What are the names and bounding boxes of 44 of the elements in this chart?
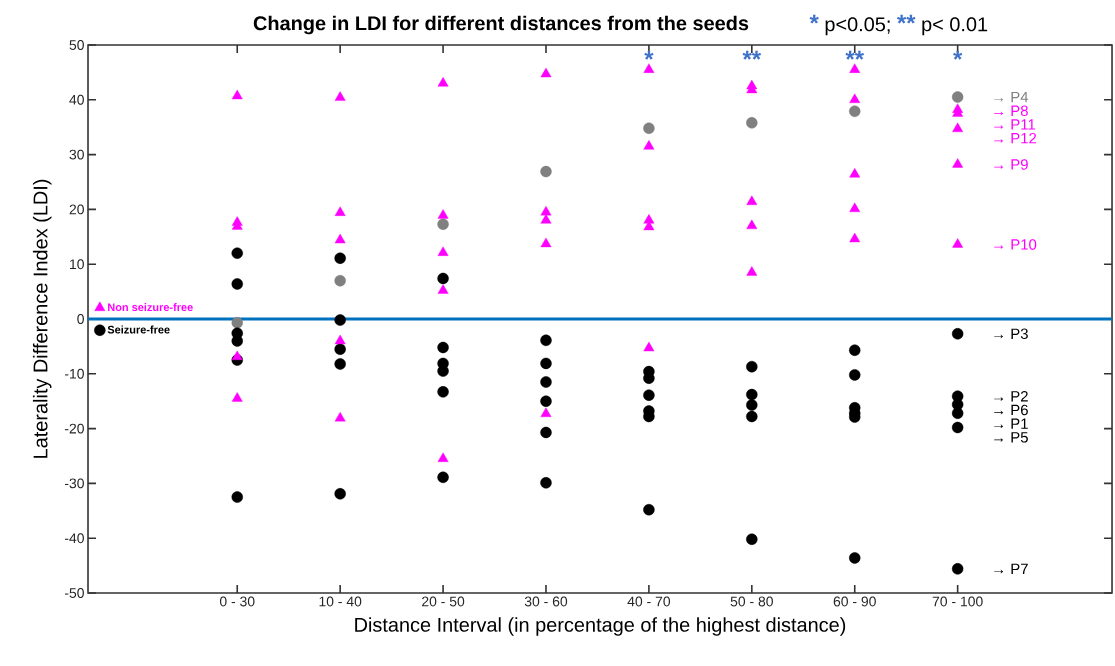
x-tick-label: 40 - 70 [627,596,671,607]
annotation: ** [845,50,865,60]
x-tick-label: 10 - 40 [319,596,362,607]
y-tick-label: 20 [69,204,84,215]
y-tick-label: -40 [64,533,84,544]
annotation: → P2 [994,391,1028,402]
annotation: → P10 [994,239,1037,250]
y-tick-label: -20 [64,423,84,434]
annotation: → P11 [994,119,1036,130]
annotation: → P4 [994,91,1029,103]
annotation: → P7 [994,563,1028,575]
annotation: → P3 [994,328,1028,340]
y-tick-label: 0 [77,314,84,324]
annotation: ** [742,50,762,60]
y-tick-label: 40 [69,94,84,105]
y-tick-label: -10 [64,368,84,379]
x-tick-label: 0 - 30 [219,596,255,607]
annotation: → P8 [994,105,1028,117]
y-tick-label: 30 [69,149,84,160]
annotation: * [644,50,654,60]
y-tick-label: -30 [64,478,84,489]
x-axis-title: Distance Interval (in percentage of the highest distance) [355,617,846,636]
annotation: → P1 [994,418,1028,429]
chart-title: Change in LDI for different distances from the seeds [253,15,749,35]
legend-label: Non seizure-free [108,303,193,312]
y-tick-label: 50 [69,40,84,50]
x-tick-label: 30 - 60 [524,596,568,607]
text: p<0.05; [825,17,890,36]
x-tick-label: 50 - 80 [730,596,773,607]
annotation: * [953,50,963,60]
text: * [809,14,819,24]
y-tick-label: 10 [70,259,84,270]
y-axis-title: Laterality Difference Index (LDI) [32,179,52,458]
y-tick-label: -50 [64,588,84,598]
annotation: → P5 [994,432,1028,443]
annotation: → P6 [994,404,1028,416]
x-tick-label: 20 - 50 [422,596,465,607]
annotation: → P12 [994,132,1037,144]
annotation: → P9 [994,159,1028,170]
text: p< 0.01 [922,17,988,36]
x-tick-label: 60 - 90 [833,596,876,607]
text: ** [897,14,916,24]
legend-label: Seizure-free [107,325,170,334]
x-tick-label: 70 - 100 [932,596,983,607]
